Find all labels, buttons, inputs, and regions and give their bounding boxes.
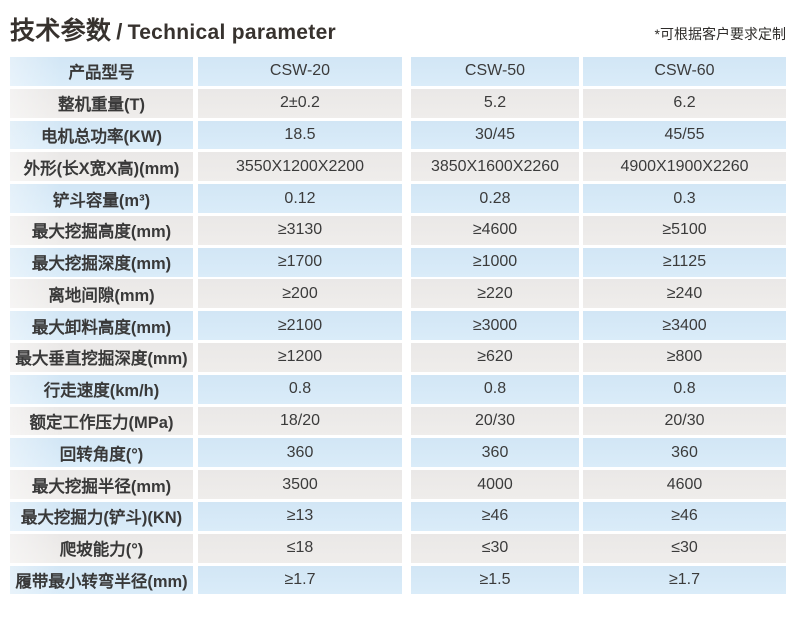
table-header-row: 产品型号 CSW-20 CSW-50 CSW-60 — [10, 57, 786, 86]
value-cell-csw60: ≥1125 — [583, 247, 786, 277]
page-title-separator: / — [116, 19, 123, 44]
value-cell-csw60: 360 — [583, 438, 786, 468]
value-cell-csw50: ≥3000 — [411, 311, 579, 341]
value-cell-csw20: ≥200 — [198, 279, 402, 309]
param-label-cell: 爬坡能力(°) — [10, 533, 193, 563]
table-row: 整机重量(T) 2±0.2 5.2 6.2 — [10, 88, 786, 118]
value-cell-csw50: ≤30 — [411, 533, 579, 563]
param-label-cell: 最大卸料高度(mm) — [10, 311, 193, 341]
value-cell-csw50: 4000 — [411, 470, 579, 500]
table-row: 离地间隙(mm) ≥200 ≥220 ≥240 — [10, 279, 786, 309]
value-cell-csw20: 0.12 — [198, 184, 402, 214]
param-label-cell: 额定工作压力(MPa) — [10, 406, 193, 436]
param-label-cell: 最大挖掘力(铲斗)(KN) — [10, 501, 193, 531]
table-row: 行走速度(km/h) 0.8 0.8 0.8 — [10, 374, 786, 404]
param-label-cell: 最大垂直挖掘深度(mm) — [10, 343, 193, 372]
value-cell-csw20: ≤18 — [198, 533, 402, 563]
table-row: 履带最小转弯半径(mm) ≥1.7 ≥1.5 ≥1.7 — [10, 565, 786, 595]
value-cell-csw50: ≥220 — [411, 279, 579, 309]
model-header-cell: CSW-60 — [583, 57, 786, 86]
param-label-cell: 电机总功率(KW) — [10, 120, 193, 150]
value-cell-csw20: ≥3130 — [198, 215, 402, 245]
page-title-en: Technical parameter — [127, 21, 337, 44]
value-cell-csw20: ≥1700 — [198, 247, 402, 277]
value-cell-csw50: ≥46 — [411, 501, 579, 531]
table-row: 最大挖掘深度(mm) ≥1700 ≥1000 ≥1125 — [10, 247, 786, 277]
table-row: 回转角度(°) 360 360 360 — [10, 438, 786, 468]
value-cell-csw20: 360 — [198, 438, 402, 468]
value-cell-csw20: ≥1.7 — [198, 565, 402, 595]
value-cell-csw20: ≥1200 — [198, 343, 402, 372]
value-cell-csw50: ≥4600 — [411, 215, 579, 245]
table-row: 铲斗容量(m³) 0.12 0.28 0.3 — [10, 184, 786, 214]
value-cell-csw60: ≤30 — [583, 533, 786, 563]
value-cell-csw50: 20/30 — [411, 406, 579, 436]
value-cell-csw60: ≥3400 — [583, 311, 786, 341]
value-cell-csw50: 0.28 — [411, 184, 579, 214]
param-label-cell: 行走速度(km/h) — [10, 374, 193, 404]
table-row: 最大卸料高度(mm) ≥2100 ≥3000 ≥3400 — [10, 311, 786, 341]
value-cell-csw20: ≥13 — [198, 501, 402, 531]
param-label-cell: 铲斗容量(m³) — [10, 184, 193, 214]
value-cell-csw60: 0.8 — [583, 374, 786, 404]
header: 技术参数 / Technical parameter *可根据客户要求定制 — [10, 10, 786, 47]
table-row: 最大挖掘半径(mm) 3500 4000 4600 — [10, 470, 786, 500]
param-label-cell: 离地间隙(mm) — [10, 279, 193, 309]
table-row: 额定工作压力(MPa) 18/20 20/30 20/30 — [10, 406, 786, 436]
value-cell-csw50: 0.8 — [411, 374, 579, 404]
page-title-zh: 技术参数 — [10, 17, 112, 45]
value-cell-csw50: 3850X1600X2260 — [411, 152, 579, 182]
value-cell-csw50: ≥1000 — [411, 247, 579, 277]
table-row: 外形(长X宽X高)(mm) 3550X1200X2200 3850X1600X226… — [10, 152, 786, 182]
value-cell-csw60: 4900X1900X2260 — [583, 152, 786, 182]
value-cell-csw50: 5.2 — [411, 88, 579, 118]
value-cell-csw60: ≥240 — [583, 279, 786, 309]
value-cell-csw60: 0.3 — [583, 184, 786, 214]
customization-note: *可根据客户要求定制 — [654, 26, 786, 42]
table-row: 最大垂直挖掘深度(mm) ≥1200 ≥620 ≥800 — [10, 343, 786, 372]
value-cell-csw60: 45/55 — [583, 120, 786, 150]
value-cell-csw50: 30/45 — [411, 120, 579, 150]
value-cell-csw60: 20/30 — [583, 406, 786, 436]
value-cell-csw20: 0.8 — [198, 374, 402, 404]
param-label-cell: 回转角度(°) — [10, 438, 193, 468]
value-cell-csw60: ≥800 — [583, 343, 786, 372]
value-cell-csw60: 4600 — [583, 470, 786, 500]
table-row: 最大挖掘高度(mm) ≥3130 ≥4600 ≥5100 — [10, 215, 786, 245]
value-cell-csw50: ≥1.5 — [411, 565, 579, 595]
param-label-cell: 整机重量(T) — [10, 88, 193, 118]
param-label-cell: 最大挖掘高度(mm) — [10, 215, 193, 245]
page-title: 技术参数 / Technical parameter — [10, 10, 336, 47]
value-cell-csw20: 18.5 — [198, 120, 402, 150]
value-cell-csw20: 18/20 — [198, 406, 402, 436]
value-cell-csw60: 6.2 — [583, 88, 786, 118]
value-cell-csw50: 360 — [411, 438, 579, 468]
table-row: 爬坡能力(°) ≤18 ≤30 ≤30 — [10, 533, 786, 563]
value-cell-csw20: ≥2100 — [198, 311, 402, 341]
value-cell-csw60: ≥5100 — [583, 215, 786, 245]
spec-table: 产品型号 CSW-20 CSW-50 CSW-60 整机重量(T) 2±0.2 5.2 6.2… — [10, 57, 786, 597]
value-cell-csw20: 3500 — [198, 470, 402, 500]
value-cell-csw60: ≥1.7 — [583, 565, 786, 595]
table-row: 电机总功率(KW) 18.5 30/45 45/55 — [10, 120, 786, 150]
param-label-cell: 产品型号 — [10, 57, 193, 86]
param-label-cell: 最大挖掘半径(mm) — [10, 470, 193, 500]
param-label-cell: 外形(长X宽X高)(mm) — [10, 152, 193, 182]
model-header-cell: CSW-50 — [411, 57, 579, 86]
value-cell-csw50: ≥620 — [411, 343, 579, 372]
value-cell-csw20: 3550X1200X2200 — [198, 152, 402, 182]
param-label-cell: 履带最小转弯半径(mm) — [10, 565, 193, 595]
value-cell-csw20: 2±0.2 — [198, 88, 402, 118]
table-row: 最大挖掘力(铲斗)(KN) ≥13 ≥46 ≥46 — [10, 501, 786, 531]
model-header-cell: CSW-20 — [198, 57, 402, 86]
param-label-cell: 最大挖掘深度(mm) — [10, 247, 193, 277]
value-cell-csw60: ≥46 — [583, 501, 786, 531]
